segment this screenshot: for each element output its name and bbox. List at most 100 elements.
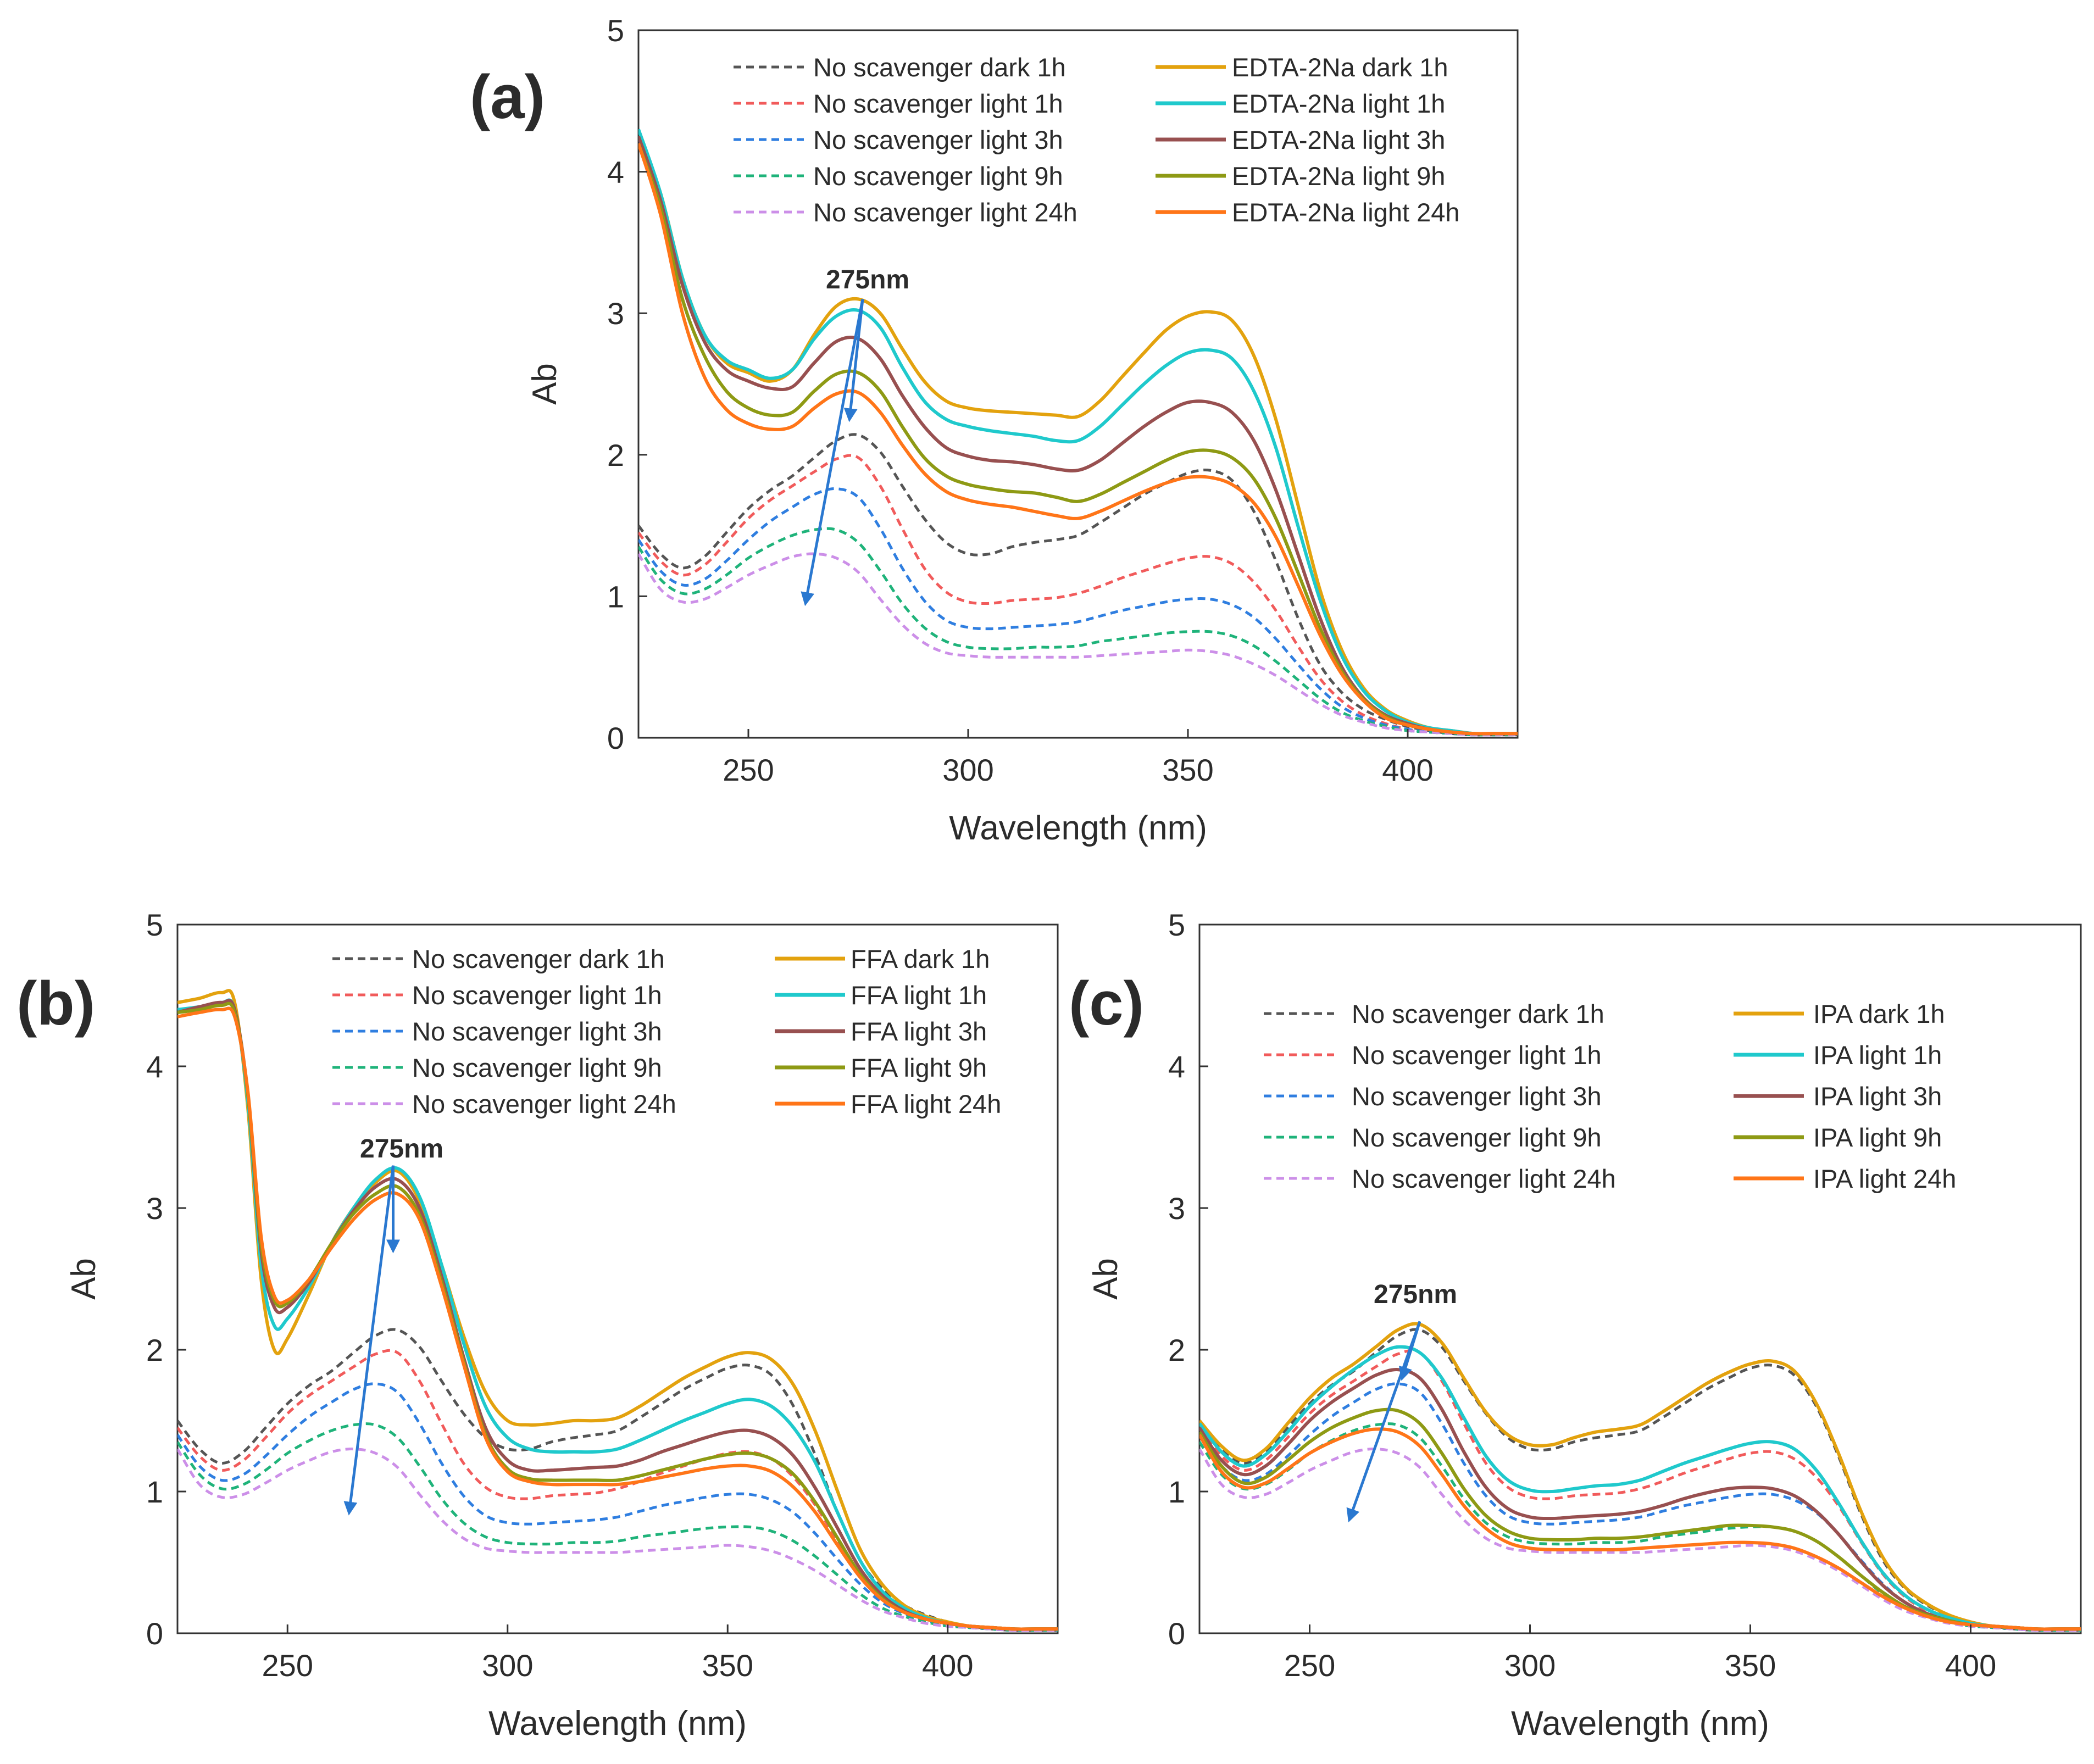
x-tick-label: 400 (1382, 753, 1433, 787)
trend-arrow-short (843, 299, 864, 422)
legend-label: No scavenger light 9h (412, 1053, 662, 1082)
peak-annotation: 275nm (360, 1134, 443, 1164)
legend-label: FFA light 9h (851, 1053, 987, 1082)
legend-label: No scavenger light 3h (813, 125, 1063, 154)
series-line-no-scavenger-light-24h (638, 552, 1518, 737)
y-tick-label: 5 (1168, 908, 1185, 942)
y-tick-label: 3 (607, 296, 624, 331)
series-line-no-scavenger-light-9h (177, 1422, 1058, 1632)
y-tick-label: 4 (146, 1049, 163, 1084)
series-group (638, 129, 1518, 737)
series-line-no-scavenger-light-1h (638, 454, 1518, 737)
legend-label: No scavenger light 3h (1352, 1082, 1602, 1111)
series-line-ipa-dark-1h (1199, 1322, 2081, 1631)
series-line-ffa-light-24h (177, 1006, 1058, 1631)
plot-frame (176, 923, 1059, 1634)
legend-label: FFA light 3h (851, 1017, 987, 1046)
y-tick-label: 2 (607, 438, 624, 472)
legend-label: EDTA-2Na light 9h (1232, 162, 1445, 191)
y-axis-title: Ab (1087, 1258, 1125, 1300)
legend-label: No scavenger light 24h (1352, 1164, 1616, 1193)
series-group (177, 989, 1058, 1632)
y-tick-label: 3 (1168, 1191, 1185, 1226)
legend-label: No scavenger light 1h (813, 89, 1063, 118)
y-axis-title: Ab (526, 363, 564, 405)
legend-label: EDTA-2Na light 3h (1232, 125, 1445, 154)
x-tick-label: 300 (482, 1648, 533, 1683)
legend-label: FFA light 24h (851, 1089, 1001, 1119)
y-tick-label: 1 (146, 1474, 163, 1509)
y-tick-label: 1 (607, 579, 624, 614)
x-tick-label: 250 (1284, 1648, 1335, 1683)
chart-panel-0: 250 300 350 400 0 1 2 3 4 5 Wavelength (nm) Ab (a) No… (470, 13, 1519, 847)
x-axis-title: Wavelength (nm) (949, 809, 1207, 847)
series-line-ipa-light-3h (1199, 1368, 2081, 1631)
y-tick-label: 2 (1168, 1333, 1185, 1367)
panel-label: (c) (1069, 969, 1144, 1038)
y-tick-label: 4 (607, 155, 624, 190)
legend-label: No scavenger light 24h (813, 198, 1077, 227)
x-tick-label: 400 (922, 1648, 973, 1683)
legend-label: No scavenger dark 1h (1352, 999, 1604, 1028)
peak-annotation: 275nm (1374, 1280, 1457, 1309)
plot-frame (1198, 923, 2082, 1634)
series-line-ffa-dark-1h (177, 989, 1058, 1631)
y-tick-label: 5 (607, 13, 624, 48)
panel-label: (a) (470, 63, 545, 131)
y-tick-label: 0 (1168, 1616, 1185, 1651)
legend-label: No scavenger dark 1h (813, 53, 1066, 82)
legend-label: IPA light 9h (1813, 1123, 1942, 1152)
legend-label: EDTA-2Na light 1h (1232, 89, 1445, 118)
y-tick-label: 0 (607, 721, 624, 755)
y-tick-label: 0 (146, 1616, 163, 1651)
legend-label: IPA light 24h (1813, 1164, 1956, 1193)
legend-label: No scavenger light 9h (1352, 1123, 1602, 1152)
legend-label: No scavenger light 1h (1352, 1040, 1602, 1070)
series-group (1199, 1322, 2081, 1632)
legend-label: IPA dark 1h (1813, 999, 1945, 1028)
x-tick-label: 400 (1945, 1648, 1996, 1683)
legend-label: FFA light 1h (851, 981, 987, 1010)
series-line-no-scavenger-light-1h (177, 1349, 1058, 1632)
x-axis-title: Wavelength (nm) (488, 1705, 747, 1743)
trend-arrow (1346, 1321, 1421, 1523)
x-tick-label: 250 (723, 753, 774, 787)
series-line-edta-2na-light-9h (638, 143, 1518, 736)
series-line-no-scavenger-light-1h (1199, 1349, 2081, 1632)
series-line-no-scavenger-dark-1h (638, 433, 1518, 737)
series-line-edta-2na-dark-1h (638, 136, 1518, 736)
legend-label: No scavenger dark 1h (412, 944, 665, 973)
series-line-no-scavenger-light-3h (1199, 1382, 2081, 1632)
peak-annotation: 275nm (826, 265, 909, 294)
x-tick-label: 350 (1725, 1648, 1776, 1683)
series-line-ipa-light-1h (1199, 1345, 2081, 1631)
series-line-no-scavenger-dark-1h (177, 1328, 1058, 1632)
plot-frame (637, 29, 1519, 739)
x-tick-label: 350 (702, 1648, 753, 1683)
series-line-no-scavenger-light-9h (638, 527, 1518, 737)
x-tick-label: 350 (1162, 753, 1213, 787)
chart-panel-2: 250 300 350 400 0 1 2 3 4 5 Wavelength (nm) Ab (c) No… (1069, 908, 2082, 1743)
chart-panel-1: 250 300 350 400 0 1 2 3 4 5 Wavelength (nm) Ab (b) No… (16, 908, 1059, 1743)
series-line-edta-2na-light-24h (638, 143, 1518, 736)
series-line-ipa-light-24h (1199, 1427, 2081, 1631)
trend-arrow (801, 298, 864, 606)
series-line-no-scavenger-light-3h (177, 1382, 1058, 1632)
series-line-no-scavenger-light-9h (1199, 1422, 2081, 1632)
panel-label: (b) (16, 969, 95, 1038)
y-tick-label: 2 (146, 1333, 163, 1367)
y-axis-title: Ab (65, 1258, 103, 1300)
legend-label: No scavenger light 9h (813, 162, 1063, 191)
x-tick-label: 250 (262, 1648, 313, 1683)
series-line-ffa-light-1h (177, 998, 1058, 1631)
legend-label: FFA dark 1h (851, 944, 990, 973)
series-line-no-scavenger-light-24h (177, 1448, 1058, 1632)
x-axis-title: Wavelength (nm) (1511, 1705, 1769, 1743)
legend-label: EDTA-2Na light 24h (1232, 198, 1460, 227)
series-line-ffa-light-3h (177, 999, 1058, 1631)
x-tick-label: 300 (1504, 1648, 1556, 1683)
legend-label: EDTA-2Na dark 1h (1232, 53, 1448, 82)
y-tick-label: 3 (146, 1191, 163, 1226)
y-tick-label: 5 (146, 908, 163, 942)
